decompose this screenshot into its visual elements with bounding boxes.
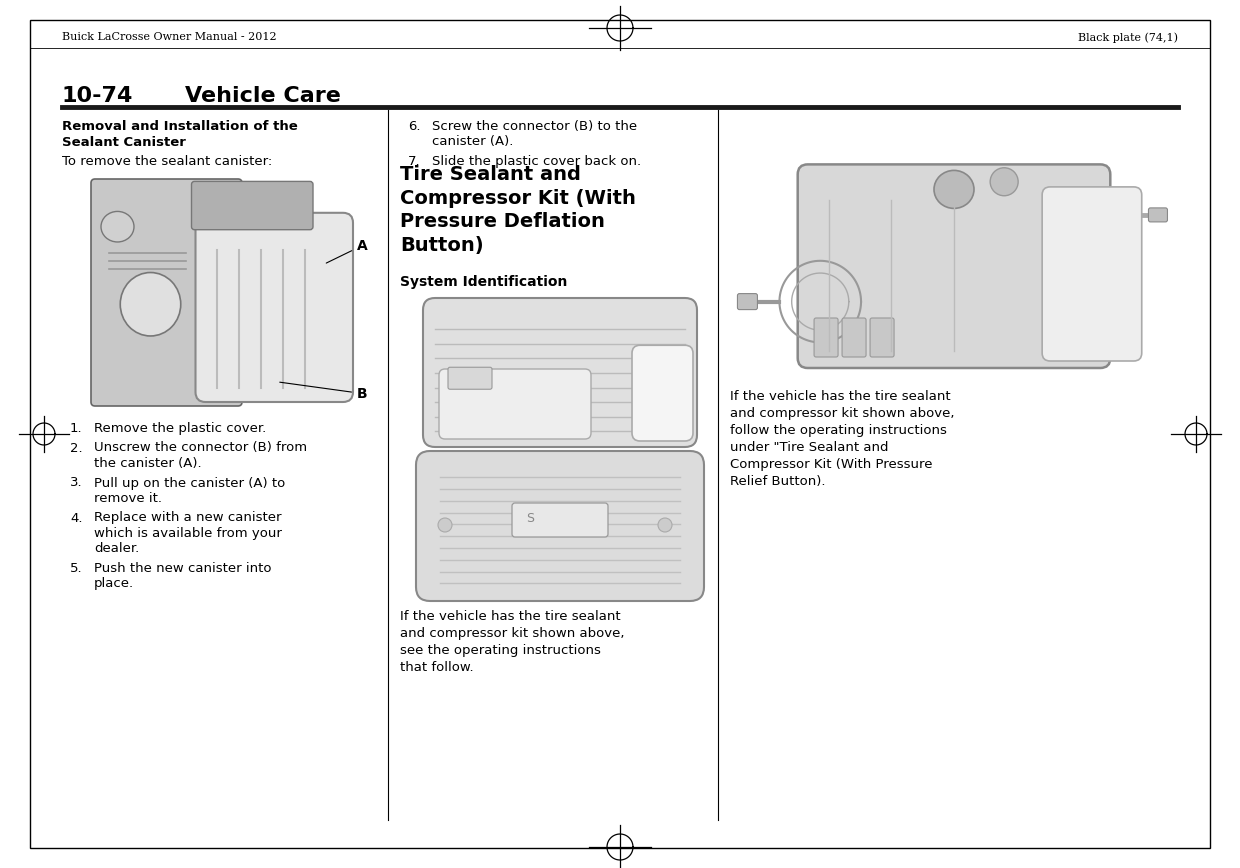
Text: 4.: 4. bbox=[69, 511, 83, 524]
FancyBboxPatch shape bbox=[91, 179, 242, 406]
Text: If the vehicle has the tire sealant
and compressor kit shown above,
follow the o: If the vehicle has the tire sealant and … bbox=[730, 390, 955, 488]
Text: S: S bbox=[526, 511, 534, 524]
FancyBboxPatch shape bbox=[423, 298, 697, 447]
Text: 3.: 3. bbox=[69, 477, 83, 490]
Text: 2.: 2. bbox=[69, 442, 83, 455]
Text: 7.: 7. bbox=[408, 155, 420, 168]
Text: 1.: 1. bbox=[69, 422, 83, 435]
FancyBboxPatch shape bbox=[439, 369, 591, 439]
Text: A: A bbox=[326, 239, 368, 263]
FancyBboxPatch shape bbox=[738, 293, 758, 310]
Text: Black plate (74,1): Black plate (74,1) bbox=[1078, 32, 1178, 43]
Text: Sealant Canister: Sealant Canister bbox=[62, 136, 186, 149]
FancyBboxPatch shape bbox=[196, 213, 353, 402]
FancyBboxPatch shape bbox=[1042, 187, 1142, 361]
FancyBboxPatch shape bbox=[870, 318, 894, 357]
Text: Remove the plastic cover.: Remove the plastic cover. bbox=[94, 422, 267, 435]
Text: Buick LaCrosse Owner Manual - 2012: Buick LaCrosse Owner Manual - 2012 bbox=[62, 32, 277, 42]
Ellipse shape bbox=[934, 170, 973, 208]
FancyBboxPatch shape bbox=[797, 164, 1110, 368]
Text: System Identification: System Identification bbox=[401, 275, 568, 289]
FancyBboxPatch shape bbox=[842, 318, 866, 357]
Text: 10-74: 10-74 bbox=[62, 86, 134, 106]
FancyBboxPatch shape bbox=[813, 318, 838, 357]
Text: Replace with a new canister
which is available from your
dealer.: Replace with a new canister which is ava… bbox=[94, 511, 281, 555]
FancyBboxPatch shape bbox=[512, 503, 608, 537]
Text: Removal and Installation of the: Removal and Installation of the bbox=[62, 120, 298, 133]
FancyBboxPatch shape bbox=[415, 451, 704, 601]
Text: Unscrew the connector (B) from
the canister (A).: Unscrew the connector (B) from the canis… bbox=[94, 442, 308, 470]
FancyBboxPatch shape bbox=[448, 367, 492, 389]
Text: Push the new canister into
place.: Push the new canister into place. bbox=[94, 562, 272, 590]
Ellipse shape bbox=[658, 518, 672, 532]
Text: 6.: 6. bbox=[408, 120, 420, 133]
FancyBboxPatch shape bbox=[632, 345, 693, 441]
Text: Slide the plastic cover back on.: Slide the plastic cover back on. bbox=[432, 155, 641, 168]
Text: Vehicle Care: Vehicle Care bbox=[185, 86, 341, 106]
Text: B: B bbox=[280, 382, 367, 400]
FancyBboxPatch shape bbox=[191, 181, 312, 230]
Ellipse shape bbox=[991, 168, 1018, 196]
Text: Screw the connector (B) to the
canister (A).: Screw the connector (B) to the canister … bbox=[432, 120, 637, 148]
Text: If the vehicle has the tire sealant
and compressor kit shown above,
see the oper: If the vehicle has the tire sealant and … bbox=[401, 610, 625, 674]
FancyBboxPatch shape bbox=[1148, 208, 1168, 222]
Text: 5.: 5. bbox=[69, 562, 83, 575]
Ellipse shape bbox=[100, 212, 134, 242]
Text: Tire Sealant and
Compressor Kit (With
Pressure Deflation
Button): Tire Sealant and Compressor Kit (With Pr… bbox=[401, 165, 636, 254]
Text: To remove the sealant canister:: To remove the sealant canister: bbox=[62, 155, 273, 168]
Text: Pull up on the canister (A) to
remove it.: Pull up on the canister (A) to remove it… bbox=[94, 477, 285, 504]
Ellipse shape bbox=[438, 518, 453, 532]
Ellipse shape bbox=[120, 273, 181, 336]
